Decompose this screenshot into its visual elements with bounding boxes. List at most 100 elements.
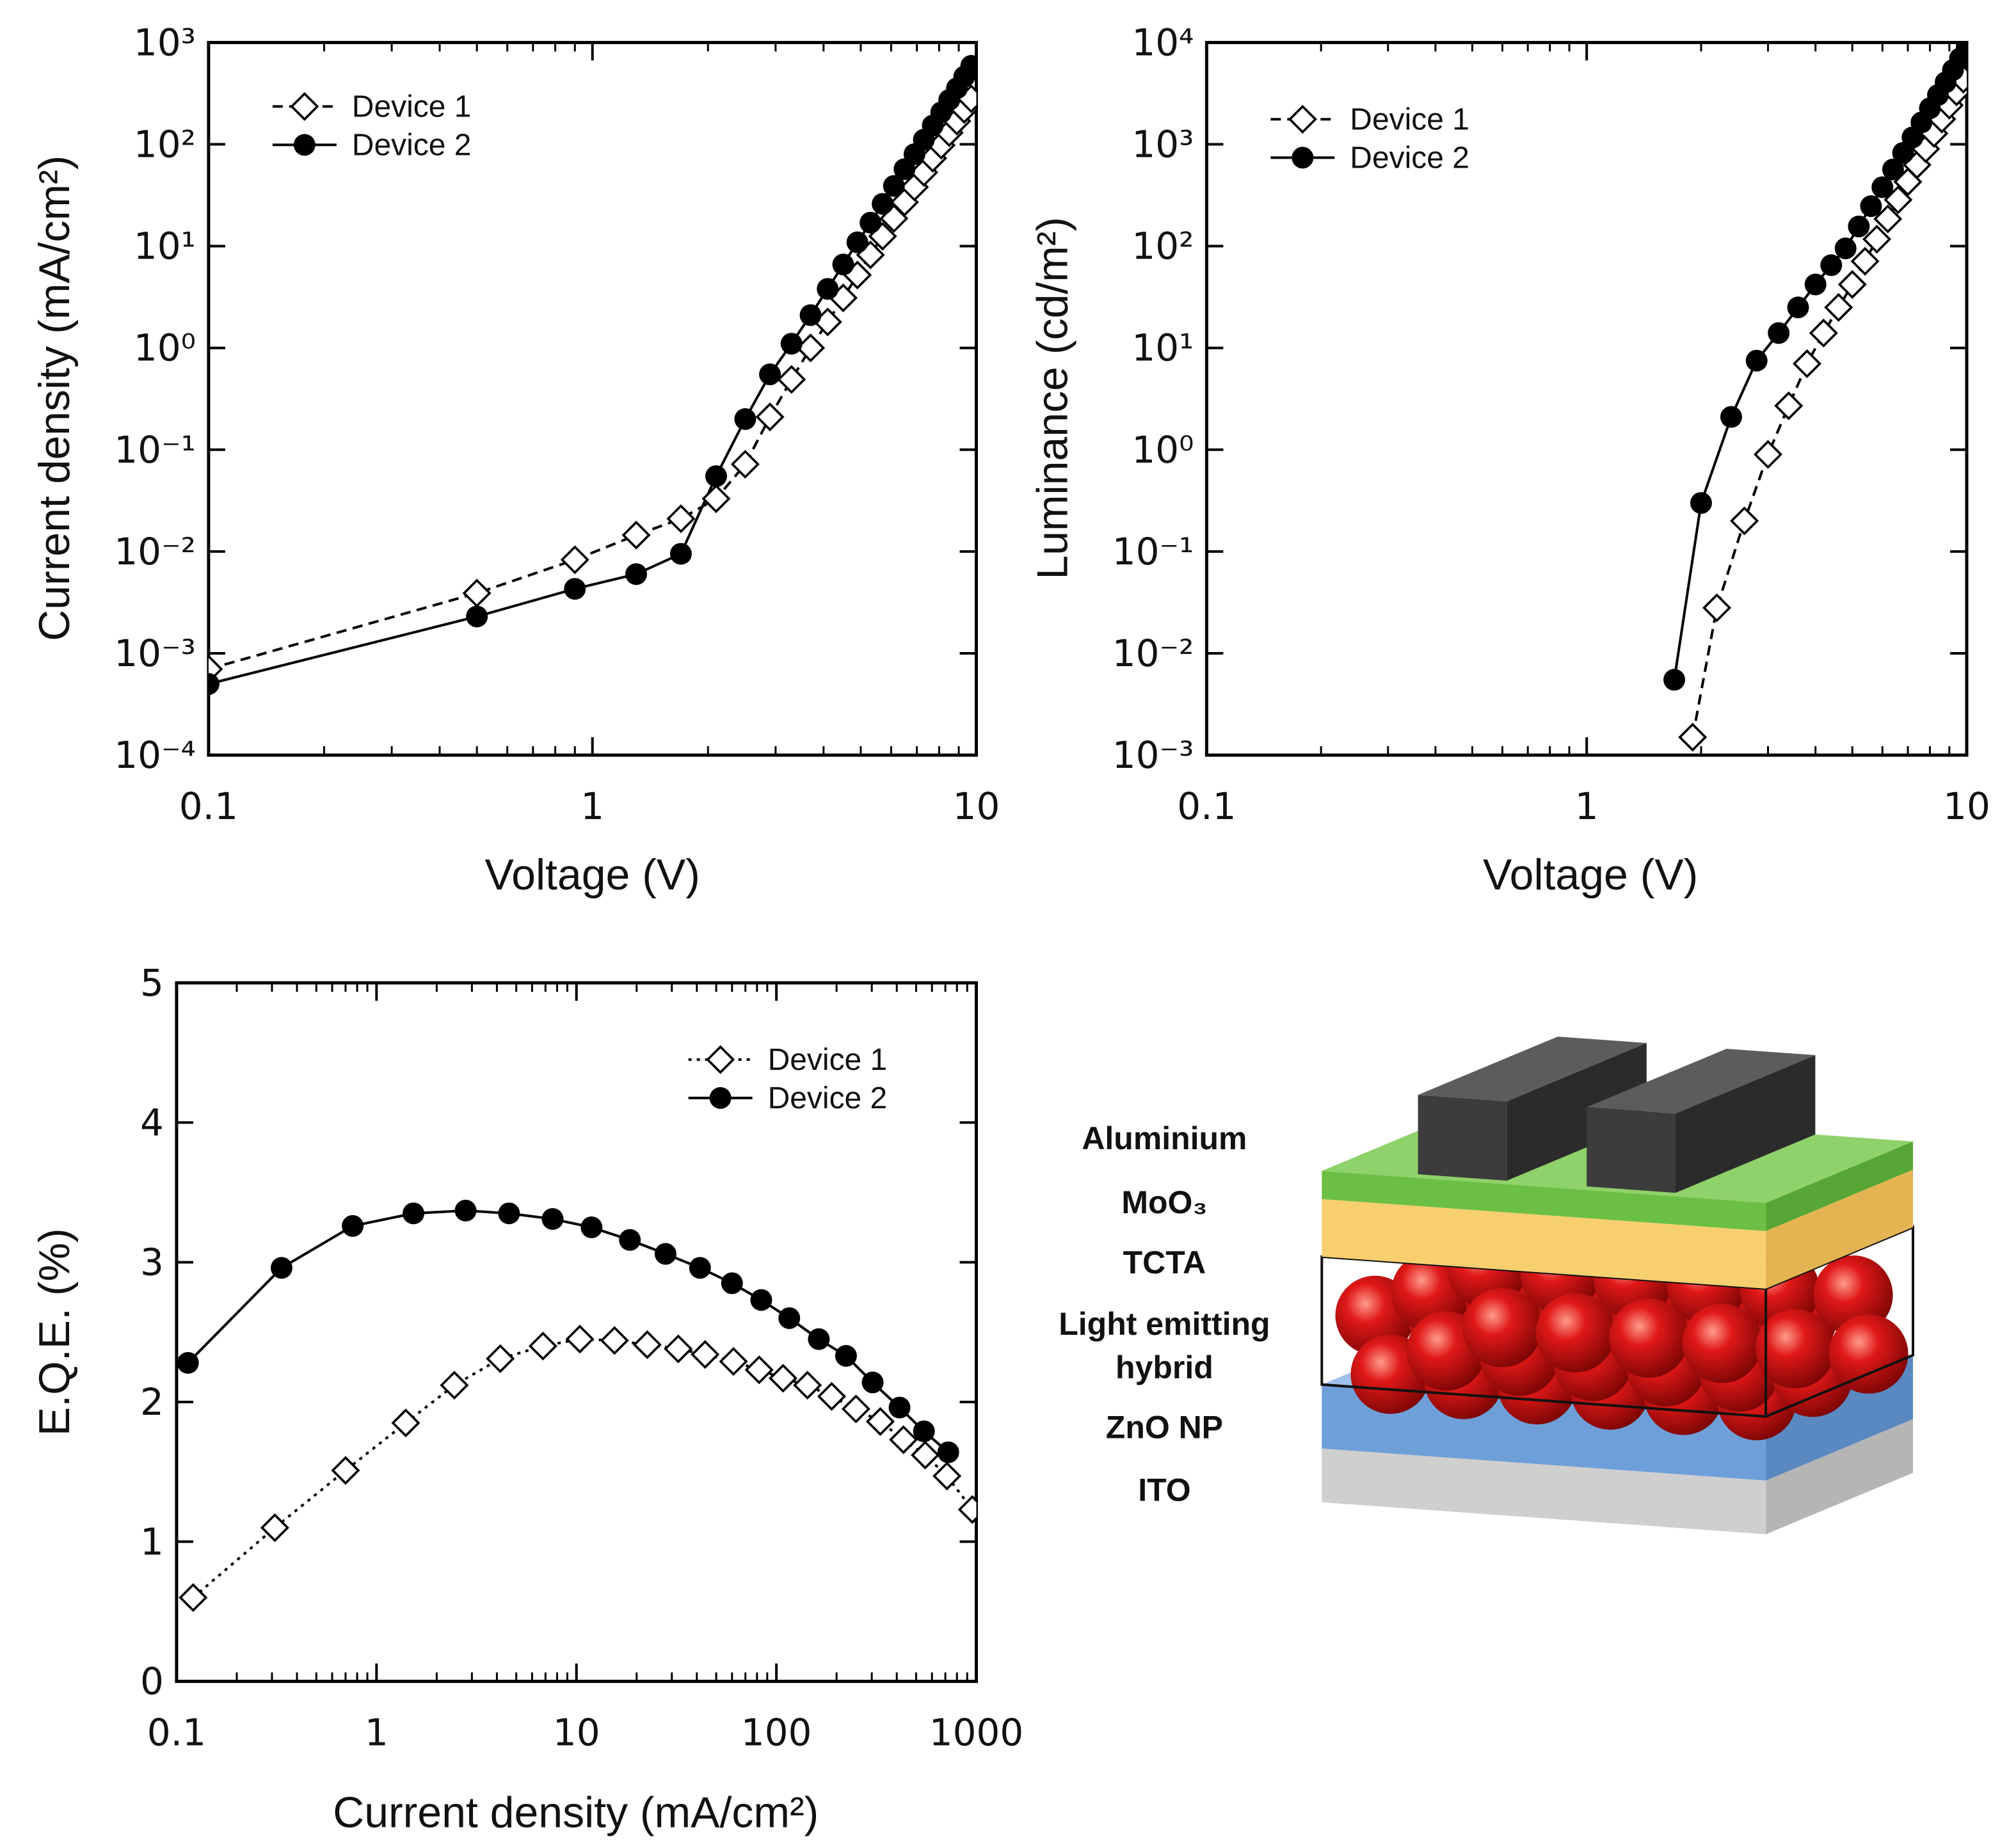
x-tick-label: 10 — [1943, 785, 1990, 828]
marker-circle — [888, 1396, 911, 1419]
marker-circle — [817, 278, 839, 300]
marker-circle — [1720, 406, 1742, 428]
y-axis-title: E.Q.E. (%) — [30, 1228, 79, 1436]
series-line — [208, 98, 973, 671]
marker-circle — [799, 304, 822, 326]
marker-diamond — [1837, 270, 1867, 299]
y-tick-label: 3 — [140, 1241, 164, 1284]
marker-circle — [808, 1328, 830, 1350]
marker-diamond — [1873, 204, 1903, 234]
electrode-top — [1418, 1036, 1647, 1102]
x-tick-label: 1 — [1575, 785, 1599, 828]
marker-diamond — [1774, 391, 1804, 420]
layer-label: ITO — [1138, 1472, 1190, 1508]
marker-diamond — [1702, 593, 1732, 623]
marker-circle — [861, 1371, 884, 1394]
electrode-side — [1675, 1055, 1816, 1193]
x-tick-label: 10 — [953, 785, 1000, 828]
marker-circle — [669, 543, 692, 565]
x-tick-label: 0.1 — [147, 1711, 206, 1755]
nanoparticle — [1828, 1314, 1908, 1394]
plot-area — [177, 1199, 977, 1613]
marker-circle — [1834, 237, 1857, 260]
series-line — [208, 65, 973, 685]
x-tick-label: 1 — [580, 785, 604, 828]
marker-circle — [689, 1257, 711, 1279]
marker-circle — [498, 1202, 520, 1225]
marker-diamond — [1792, 349, 1822, 378]
marker-diamond — [730, 449, 760, 479]
marker-diamond — [1809, 318, 1838, 348]
x-tick-label: 1000 — [929, 1711, 1024, 1755]
marker-diamond — [391, 1408, 420, 1438]
layer-front — [1322, 1199, 1766, 1289]
marker-diamond — [706, 1045, 735, 1074]
marker-diamond — [290, 92, 319, 121]
aluminium-electrode — [1587, 1048, 1816, 1193]
x-tick-label: 1 — [365, 1711, 388, 1755]
marker-circle — [846, 231, 868, 253]
marker-diamond — [664, 1334, 693, 1364]
marker-circle — [580, 1216, 603, 1239]
y-tick-label: 10² — [134, 123, 196, 166]
marker-circle — [619, 1229, 641, 1251]
marker-diamond — [691, 1340, 720, 1369]
nanoparticle — [1682, 1303, 1762, 1383]
y-tick-label: 10⁻² — [1112, 632, 1194, 675]
marker-diamond — [179, 1583, 208, 1613]
legend-label: Device 2 — [1350, 141, 1469, 175]
marker-circle — [541, 1207, 564, 1230]
y-tick-label: 10⁴ — [1132, 20, 1194, 64]
marker-circle — [1804, 273, 1827, 296]
plot-area — [1663, 42, 1967, 752]
marker-diamond — [565, 1325, 595, 1354]
layer-labels: Aluminium MoO₃ TCTA Light emitting hybri… — [1059, 1120, 1270, 1508]
plot-frame — [175, 981, 979, 1684]
marker-diamond — [793, 1371, 822, 1400]
marker-circle — [1768, 322, 1790, 344]
marker-circle — [835, 1344, 857, 1367]
marker-diamond — [841, 1394, 870, 1424]
marker-diamond — [865, 1406, 895, 1437]
marker-circle — [1956, 42, 1967, 58]
marker-diamond — [1753, 440, 1783, 469]
layer-front — [1322, 1448, 1766, 1534]
x-axis-title: Voltage (V) — [1483, 850, 1698, 899]
marker-circle — [466, 605, 488, 628]
marker-circle — [293, 134, 316, 156]
nanoparticle — [1462, 1287, 1542, 1367]
marker-circle — [883, 175, 905, 197]
marker-diamond — [331, 1456, 360, 1485]
y-tick-label: 10⁰ — [1132, 428, 1194, 472]
y-tick-label: 1 — [140, 1520, 164, 1563]
legend-label: Device 2 — [352, 128, 472, 162]
nanoparticle — [1535, 1293, 1615, 1373]
layer-label: ZnO NP — [1106, 1410, 1223, 1446]
y-tick-label: 10⁻⁴ — [114, 733, 196, 777]
marker-circle — [1848, 215, 1870, 237]
series-line — [192, 1337, 973, 1599]
marker-diamond — [701, 484, 731, 513]
y-tick-label: 10⁻¹ — [114, 428, 196, 472]
marker-diamond — [777, 365, 806, 394]
y-tick-label: 10⁰ — [134, 326, 196, 370]
layer-label: TCTA — [1123, 1245, 1206, 1280]
marker-diamond — [600, 1326, 629, 1355]
marker-circle — [1892, 141, 1914, 164]
y-tick-label: 10⁻² — [114, 530, 196, 573]
marker-diamond — [621, 520, 651, 550]
layer-label: Aluminium — [1082, 1120, 1247, 1156]
marker-diamond — [957, 1495, 977, 1524]
marker-circle — [1745, 349, 1768, 372]
electrode-front — [1418, 1095, 1507, 1181]
hybrid-layer — [1320, 1225, 1915, 1440]
legend-label: Device 2 — [768, 1081, 888, 1115]
layer-side — [1766, 1169, 1914, 1289]
marker-circle — [1787, 296, 1809, 319]
marker-circle — [1292, 147, 1314, 169]
marker-circle — [709, 1087, 732, 1109]
marker-circle — [1663, 669, 1686, 691]
x-axis-title: Voltage (V) — [485, 850, 700, 899]
